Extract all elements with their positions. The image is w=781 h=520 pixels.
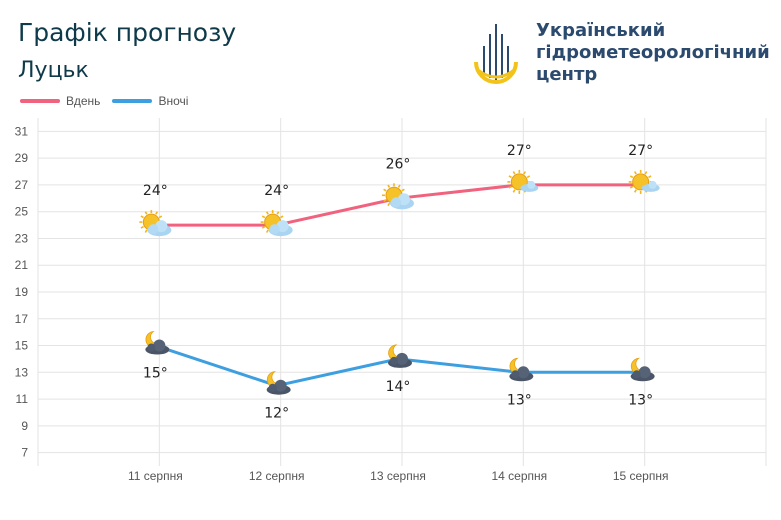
moon-cloud-icon: [266, 371, 291, 395]
y-tick-label: 31: [15, 124, 29, 138]
sun-cloud-icon: [139, 210, 172, 237]
x-tick-label: 14 серпня: [492, 469, 548, 483]
sun-small-cloud-icon: [628, 169, 660, 194]
y-tick-label: 9: [21, 419, 28, 433]
legend-label-day: Вдень: [66, 94, 101, 108]
x-tick-label: 15 серпня: [613, 469, 669, 483]
chart-legend: Вдень Вночі: [20, 94, 200, 108]
moon-cloud-icon: [145, 331, 170, 355]
sun-small-cloud-icon: [507, 169, 539, 194]
data-label-night: 12°: [264, 406, 289, 422]
data-label-night: 13°: [507, 392, 532, 408]
x-tick-label: 13 серпня: [370, 469, 426, 483]
y-tick-label: 29: [15, 151, 29, 165]
ugmc-logo: Український гідрометеорологічний центр: [470, 20, 770, 90]
moon-cloud-icon: [630, 357, 655, 382]
y-tick-label: 19: [15, 285, 29, 299]
y-tick-label: 17: [15, 312, 29, 326]
logo-line-1: Український: [536, 20, 666, 41]
data-label-day: 27°: [507, 143, 532, 159]
data-label-night: 15°: [143, 366, 168, 382]
data-label-day: 26°: [386, 156, 411, 172]
page-title: Графік прогнозу: [18, 18, 237, 47]
legend-item-night[interactable]: Вночі: [112, 94, 188, 108]
drop-logo-icon: [474, 22, 518, 84]
data-label-night: 13°: [628, 392, 653, 408]
moon-cloud-icon: [509, 357, 534, 382]
data-label-day: 24°: [143, 183, 168, 199]
logo-line-3: центр: [536, 64, 598, 85]
x-tick-label: 12 серпня: [249, 469, 305, 483]
y-tick-label: 15: [15, 339, 29, 353]
logo-line-2: гідрометеорологічний: [536, 42, 770, 63]
legend-swatch-day: [20, 99, 60, 103]
legend-swatch-night: [112, 99, 153, 103]
y-tick-label: 13: [15, 365, 29, 379]
data-label-day: 24°: [264, 183, 289, 199]
data-label-night: 14°: [386, 379, 411, 395]
city-name: Луцьк: [18, 58, 89, 83]
sun-cloud-icon: [260, 210, 293, 237]
moon-cloud-icon: [388, 344, 412, 368]
y-tick-label: 23: [15, 231, 29, 245]
legend-item-day[interactable]: Вдень: [20, 94, 100, 108]
data-label-day: 27°: [628, 143, 653, 159]
y-tick-label: 27: [15, 178, 29, 192]
legend-label-night: Вночі: [158, 94, 189, 108]
y-tick-label: 25: [15, 205, 29, 219]
sun-cloud-icon: [382, 183, 414, 210]
y-tick-label: 7: [21, 446, 28, 460]
y-tick-label: 11: [16, 392, 29, 406]
y-tick-label: 21: [15, 258, 29, 272]
x-tick-label: 11 серпня: [128, 469, 183, 483]
